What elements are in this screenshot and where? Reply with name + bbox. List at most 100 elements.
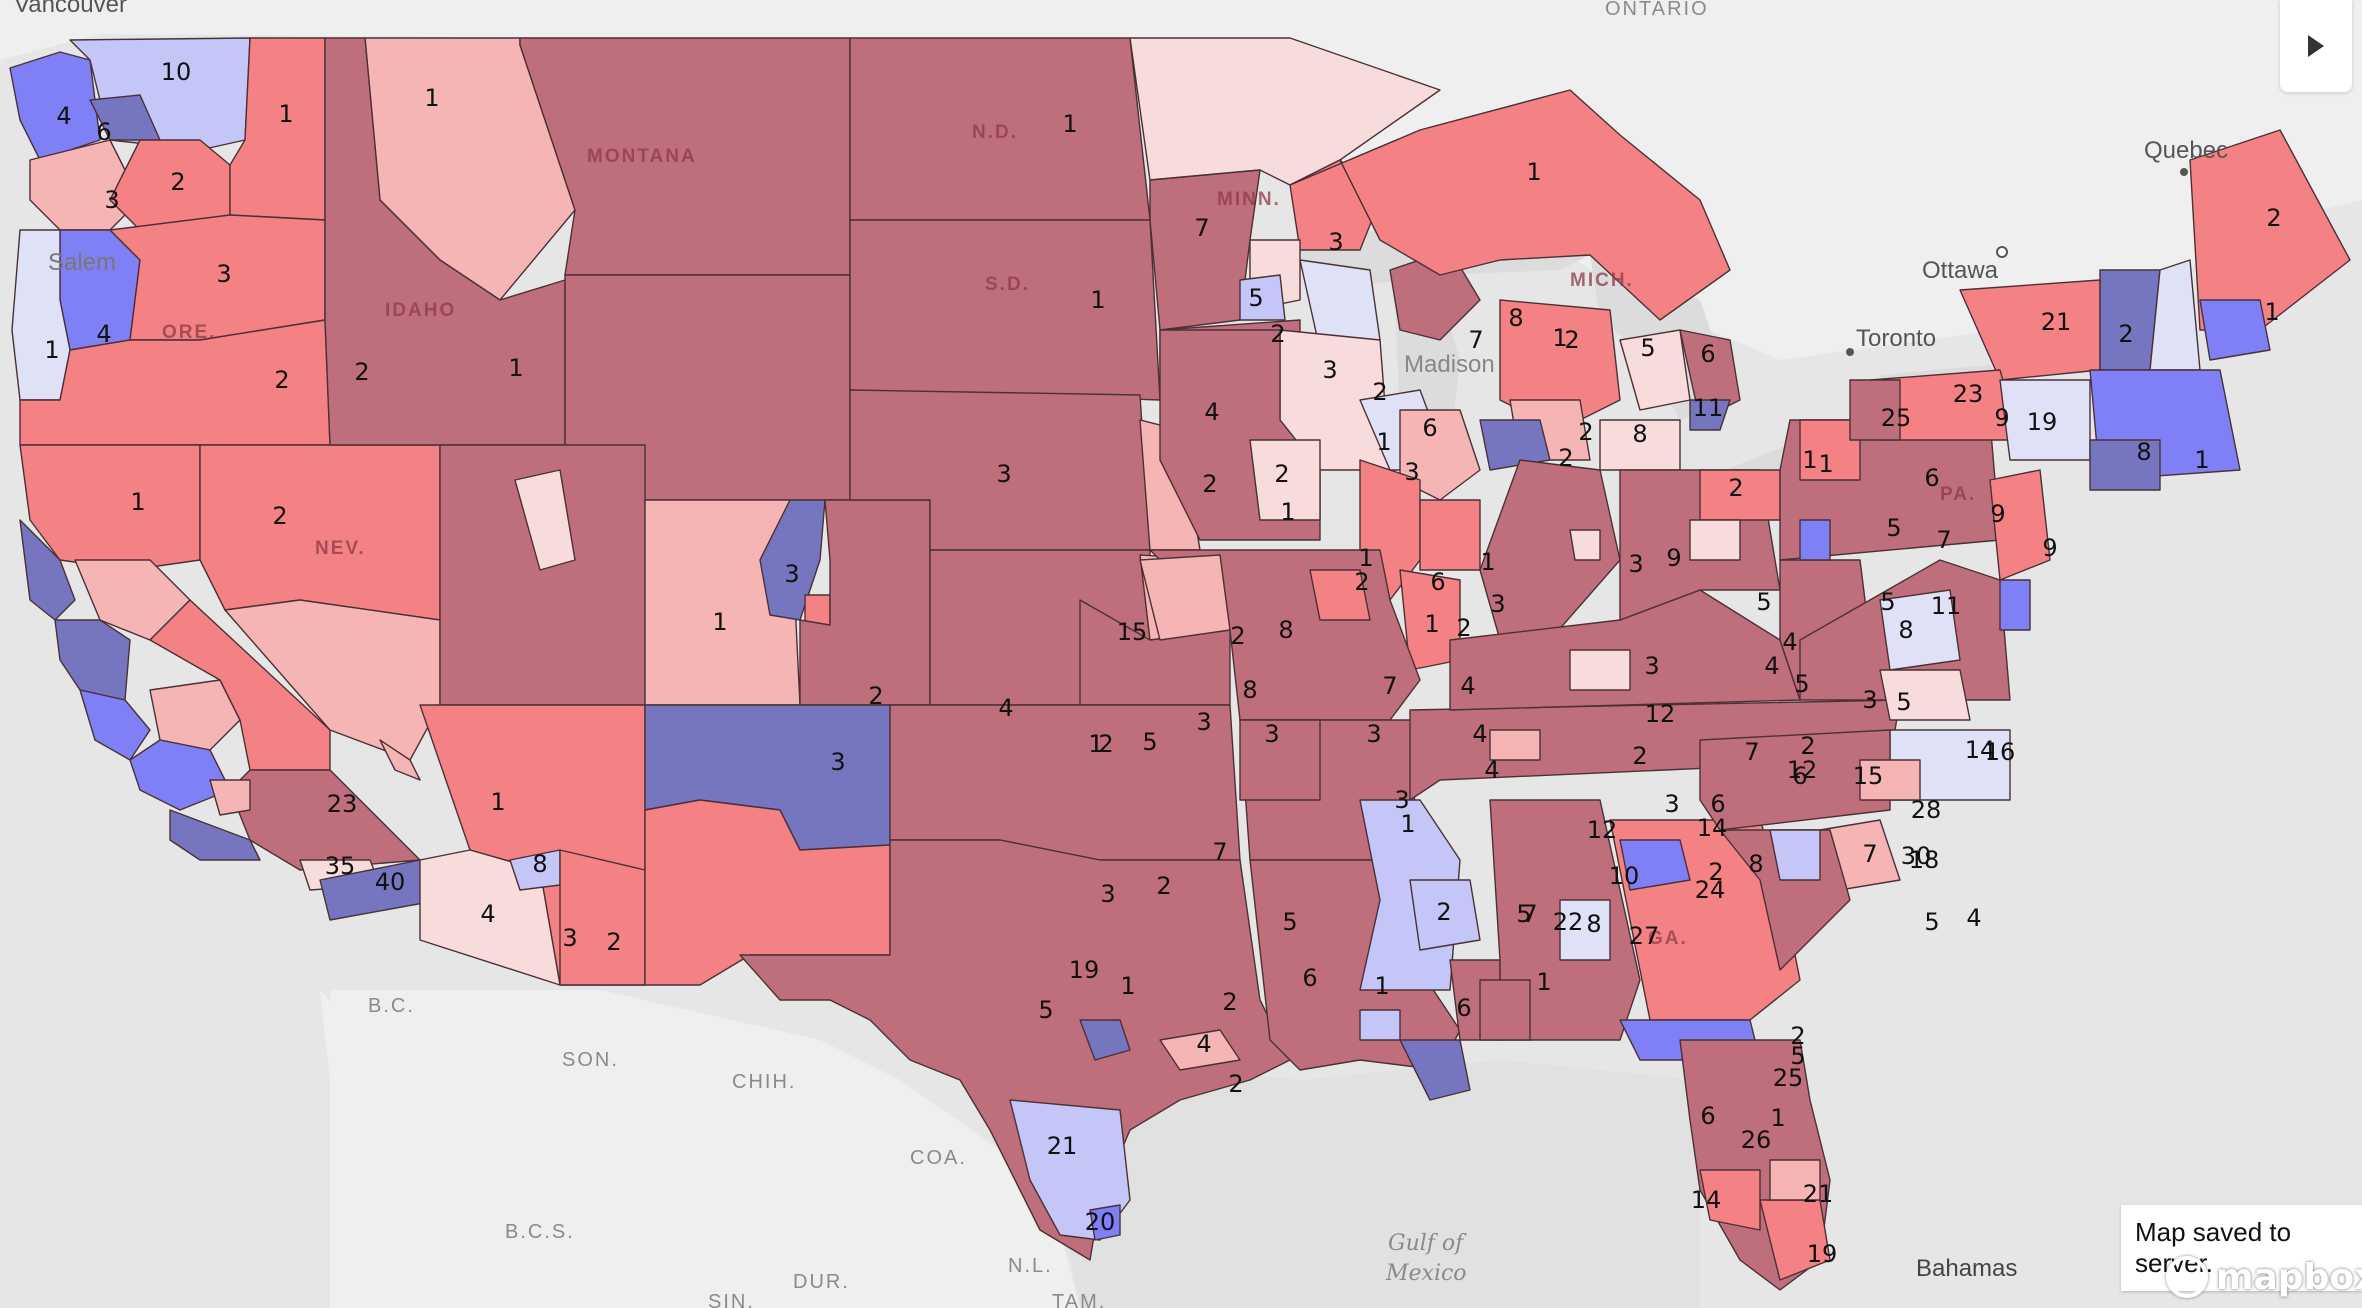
district-number-label: 19 (1807, 1240, 1838, 1268)
district-tx-24[interactable] (1009, 1099, 1131, 1241)
district-number-label: 5 (1924, 908, 1939, 936)
gulf-of-mexico (1030, 1050, 1700, 1308)
district-nc-10[interactable] (1859, 759, 1921, 801)
district-ok-3[interactable] (889, 704, 1241, 861)
district-ar-2[interactable] (1239, 719, 1321, 801)
district-number-label: 1 (1374, 972, 1389, 1000)
district-number-label: 3 (1862, 686, 1877, 714)
state-label: N.D. (972, 122, 1018, 143)
district-nv-1[interactable] (199, 444, 441, 621)
district-number-label: 21 (1803, 1180, 1834, 1208)
district-al-6[interactable] (1559, 899, 1611, 961)
district-ia-2[interactable] (1249, 439, 1321, 521)
district-number-label: 4 (480, 900, 495, 928)
district-number-label: 2 (274, 366, 289, 394)
district-va-8[interactable] (1879, 589, 1961, 671)
district-number-label: 3 (1490, 590, 1505, 618)
city-label: Ottawa (1922, 257, 1999, 284)
district-tx-main[interactable] (739, 839, 1291, 1261)
district-ga-atl[interactable] (1619, 839, 1691, 891)
district-in-5[interactable] (1569, 529, 1601, 561)
district-number-label: 6 (1700, 1102, 1715, 1130)
district-fl-20[interactable] (1699, 1169, 1761, 1231)
district-al-7[interactable] (1479, 979, 1531, 1041)
district-sd-1[interactable] (849, 219, 1161, 401)
district-number-label: 4 (96, 320, 111, 348)
panel-toggle-button[interactable] (2280, 0, 2352, 92)
district-number-label: 5 (1896, 688, 1911, 716)
district-ca-26[interactable] (169, 809, 261, 861)
district-number-label: 2 (1708, 858, 1723, 886)
district-il-chi[interactable] (1479, 419, 1551, 471)
district-nv-3[interactable] (379, 739, 421, 781)
district-ca-19[interactable] (149, 679, 241, 751)
district-tn-3[interactable] (1489, 729, 1541, 761)
district-number-label: 7 (1382, 672, 1397, 700)
district-tx-30[interactable] (1159, 1029, 1241, 1071)
district-pa-1[interactable] (1799, 419, 1861, 481)
district-number-label: 2 (1098, 730, 1113, 758)
district-wa-4[interactable] (9, 51, 101, 161)
district-tn-main[interactable] (1409, 699, 1901, 801)
district-il-4[interactable] (1419, 499, 1481, 571)
district-ms-3[interactable] (1409, 879, 1481, 951)
city-label: Vancouver (14, 0, 127, 18)
district-number-label: 2 (170, 168, 185, 196)
district-number-label: 5 (1790, 1042, 1805, 1070)
district-va-3[interactable] (1879, 669, 1971, 721)
district-me-2[interactable] (2189, 129, 2351, 331)
district-number-label: 6 (1422, 414, 1437, 442)
district-number-label: 7 (1522, 900, 1537, 928)
district-nj[interactable] (1989, 469, 2051, 581)
district-ky-3[interactable] (1569, 649, 1631, 691)
district-number-label: 2 (1436, 898, 1451, 926)
district-la-6[interactable] (1359, 1009, 1401, 1041)
district-ks-4[interactable] (1079, 599, 1231, 706)
district-ca-2[interactable] (19, 519, 76, 621)
district-mn-5[interactable] (1239, 274, 1286, 321)
district-number-label: 1 (1090, 286, 1105, 314)
district-il-6[interactable] (1399, 409, 1481, 501)
district-number-label: 1 (2264, 298, 2279, 326)
district-number-label: 14 (1691, 1186, 1722, 1214)
district-fl-19[interactable] (1769, 1159, 1821, 1201)
mapbox-attribution[interactable]: mapbox (2166, 1256, 2362, 1298)
district-ut-1[interactable] (514, 469, 576, 571)
district-mi-11[interactable] (1689, 399, 1731, 431)
district-co-3[interactable] (804, 594, 831, 626)
district-mo-3[interactable] (1309, 569, 1371, 621)
district-oh-15[interactable] (1689, 519, 1741, 561)
district-ca-14[interactable] (79, 689, 151, 761)
district-sc-6[interactable] (1769, 829, 1821, 881)
district-ca-22[interactable] (209, 779, 251, 816)
district-number-label: 12 (1645, 700, 1676, 728)
district-tx-19[interactable] (1079, 1019, 1131, 1061)
district-number-label: 5 (1142, 728, 1157, 756)
district-pa-pgh[interactable] (1799, 519, 1831, 561)
district-mo-2[interactable] (1139, 554, 1231, 641)
district-number-label: 8 (1898, 616, 1913, 644)
district-nc-main[interactable] (1699, 729, 1891, 831)
district-number-label: 6 (1700, 340, 1715, 368)
district-number-label: 5 (1794, 670, 1809, 698)
district-number-label: 6 (96, 118, 111, 146)
district-number-label: 2 (354, 358, 369, 386)
district-ny-25[interactable] (1849, 379, 1901, 441)
district-id-2[interactable] (324, 37, 566, 446)
district-la-2[interactable] (1399, 1039, 1471, 1101)
district-tx-25[interactable] (1089, 1204, 1121, 1241)
district-number-label: 18 (1909, 846, 1940, 874)
district-number-label: 9 (1990, 500, 2005, 528)
district-mi-6[interactable] (1679, 329, 1741, 421)
district-ct[interactable] (2089, 439, 2161, 491)
district-md-1[interactable] (1999, 579, 2031, 631)
state-label: MONTANA (587, 146, 697, 167)
play-triangle-icon (2308, 35, 2324, 57)
district-az-2[interactable] (559, 849, 646, 986)
district-mi-2[interactable] (1499, 299, 1621, 431)
district-me-1[interactable] (2199, 299, 2271, 361)
district-number-label: 1 (712, 608, 727, 636)
district-mi-1[interactable] (1289, 89, 1731, 321)
district-number-label: 3 (1628, 550, 1643, 578)
